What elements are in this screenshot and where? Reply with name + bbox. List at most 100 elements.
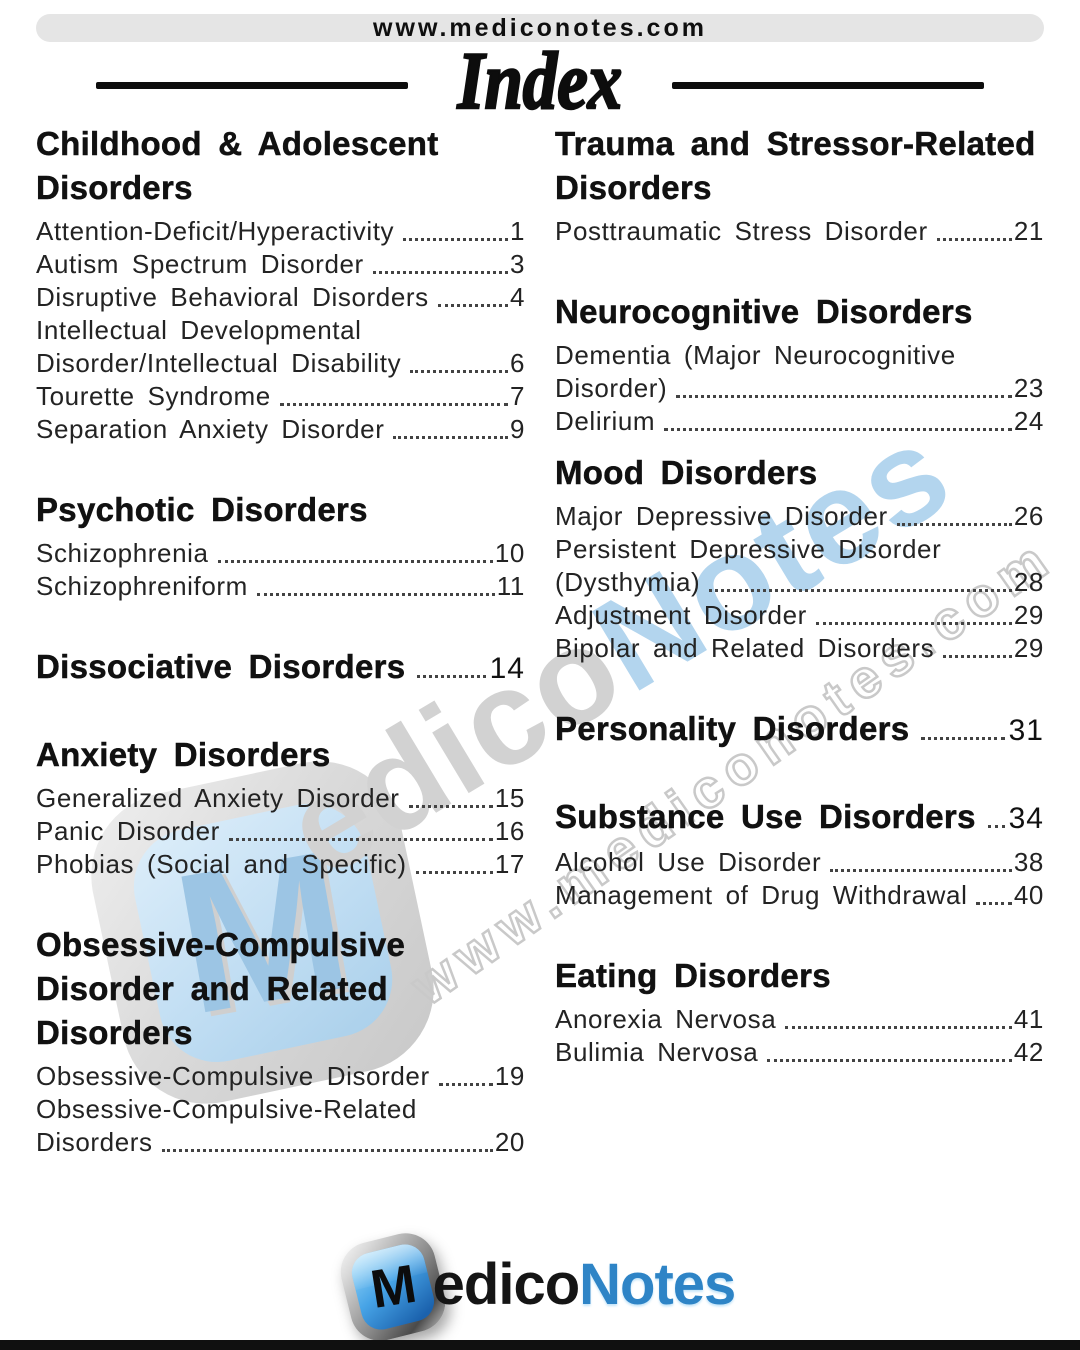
section-title-text: Obsessive-Compulsive Disorder and Relate… bbox=[36, 926, 406, 1052]
index-title-row: Index bbox=[0, 38, 1080, 126]
toc-item[interactable]: Disruptive Behavioral Disorders 4 bbox=[36, 281, 525, 314]
toc-item[interactable]: Major Depressive Disorder 26 bbox=[555, 500, 1044, 533]
toc-item[interactable]: Attention-Deficit/Hyperactivity 1 bbox=[36, 215, 525, 248]
toc-section: Personality Disorders 31 bbox=[555, 707, 1044, 753]
toc-item-label: Adjustment Disorder bbox=[555, 600, 807, 630]
top-website-bar: www.mediconotes.com bbox=[36, 14, 1044, 42]
toc-item-label: Disorder/Intellectual Disability bbox=[36, 348, 402, 378]
toc-page-number: 29 bbox=[1013, 600, 1044, 630]
toc-item[interactable]: Disorders 20 bbox=[36, 1126, 525, 1159]
toc-item[interactable]: Delirium 24 bbox=[555, 405, 1044, 438]
toc-item-label: Attention-Deficit/Hyperactivity bbox=[36, 216, 395, 246]
toc-item[interactable]: Adjustment Disorder 29 bbox=[555, 599, 1044, 632]
toc-page-number: 28 bbox=[1013, 567, 1044, 597]
toc-item[interactable]: Generalized Anxiety Disorder 15 bbox=[36, 782, 525, 815]
section-title-text: Anxiety Disorders bbox=[36, 736, 331, 774]
toc-item: Dementia (Major Neurocognitive bbox=[555, 339, 1044, 372]
leader-dots bbox=[815, 599, 1012, 625]
leader-dots bbox=[936, 215, 1012, 241]
logo-text-notes: Notes bbox=[579, 1251, 736, 1317]
title-rule-right bbox=[671, 81, 984, 89]
toc-page-number: 42 bbox=[1013, 1037, 1044, 1067]
toc-item[interactable]: (Dysthymia) 28 bbox=[555, 566, 1044, 599]
section-page-number: 31 bbox=[1008, 714, 1044, 747]
section-title: Anxiety Disorders bbox=[36, 733, 525, 777]
toc-item: Intellectual Developmental bbox=[36, 314, 525, 347]
toc-item-label: (Dysthymia) bbox=[555, 567, 701, 597]
toc-item[interactable]: Alcohol Use Disorder 38 bbox=[555, 846, 1044, 879]
section-title: Psychotic Disorders bbox=[36, 488, 525, 532]
toc-page-number: 1 bbox=[509, 216, 525, 246]
toc-item[interactable]: Posttraumatic Stress Disorder 21 bbox=[555, 215, 1044, 248]
toc-item-label: Generalized Anxiety Disorder bbox=[36, 783, 400, 813]
toc-item-label: Posttraumatic Stress Disorder bbox=[555, 216, 928, 246]
toc-item-label: Autism Spectrum Disorder bbox=[36, 249, 364, 279]
leader-dots bbox=[438, 1060, 493, 1086]
toc-item[interactable]: Schizophrenia 10 bbox=[36, 537, 525, 570]
section-title[interactable]: Substance Use Disorders 34 bbox=[555, 795, 1044, 841]
toc-item-label: Persistent Depressive Disorder bbox=[555, 534, 942, 564]
toc-page-number: 9 bbox=[509, 414, 525, 444]
toc-section: Childhood & Adolescent Disorders Attentio… bbox=[36, 122, 525, 446]
toc-item-label: Anorexia Nervosa bbox=[555, 1004, 777, 1034]
toc-item[interactable]: Obsessive-Compulsive Disorder 19 bbox=[36, 1060, 525, 1093]
toc-section: Anxiety Disorders Generalized Anxiety Dis… bbox=[36, 733, 525, 881]
toc-item[interactable]: Separation Anxiety Disorder 9 bbox=[36, 413, 525, 446]
toc-page-number: 10 bbox=[494, 538, 525, 568]
toc-item[interactable]: Anorexia Nervosa 41 bbox=[555, 1003, 1044, 1036]
toc-item[interactable]: Phobias (Social and Specific) 17 bbox=[36, 848, 525, 881]
toc-item-label: Schizophreniform bbox=[36, 571, 248, 601]
section-page-number: 34 bbox=[1008, 802, 1044, 835]
toc-item-label: Disorder) bbox=[555, 373, 668, 403]
leader-dots bbox=[709, 566, 1012, 592]
leader-dots bbox=[976, 879, 1012, 905]
section-title-text: Dissociative Disorders bbox=[36, 648, 406, 686]
toc-page-number: 20 bbox=[494, 1127, 525, 1157]
leader-dots bbox=[987, 825, 1005, 828]
toc-section: Mood Disorders Major Depressive Disorder 2… bbox=[555, 451, 1044, 665]
toc-columns: Childhood & Adolescent Disorders Attentio… bbox=[36, 122, 1044, 1159]
section-title[interactable]: Personality Disorders 31 bbox=[555, 707, 1044, 753]
toc-item[interactable]: Tourette Syndrome 7 bbox=[36, 380, 525, 413]
toc-page-number: 6 bbox=[509, 348, 525, 378]
section-title: Childhood & Adolescent Disorders bbox=[36, 122, 525, 210]
toc-item: Obsessive-Compulsive-Related bbox=[36, 1093, 525, 1126]
leader-dots bbox=[437, 281, 508, 307]
leader-dots bbox=[279, 380, 508, 406]
toc-item-label: Separation Anxiety Disorder bbox=[36, 414, 385, 444]
toc-item[interactable]: Panic Disorder 16 bbox=[36, 815, 525, 848]
toc-item-label: Disruptive Behavioral Disorders bbox=[36, 282, 429, 312]
leader-dots bbox=[767, 1036, 1012, 1062]
website-url[interactable]: www.mediconotes.com bbox=[373, 13, 707, 42]
toc-item-label: Panic Disorder bbox=[36, 816, 220, 846]
section-title[interactable]: Dissociative Disorders 14 bbox=[36, 645, 525, 691]
toc-item[interactable]: Disorder) 23 bbox=[555, 372, 1044, 405]
section-title: Trauma and Stressor-Related Disorders bbox=[555, 122, 1044, 210]
toc-page-number: 16 bbox=[494, 816, 525, 846]
toc-item[interactable]: Autism Spectrum Disorder 3 bbox=[36, 248, 525, 281]
toc-page-number: 3 bbox=[509, 249, 525, 279]
section-title: Neurocognitive Disorders bbox=[555, 290, 1044, 334]
toc-item[interactable]: Schizophreniform 11 bbox=[36, 570, 525, 603]
toc-item-label: Bipolar and Related Disorders bbox=[555, 633, 935, 663]
section-title-text: Neurocognitive Disorders bbox=[555, 293, 973, 331]
toc-item[interactable]: Disorder/Intellectual Disability 6 bbox=[36, 347, 525, 380]
section-title: Obsessive-Compulsive Disorder and Relate… bbox=[36, 923, 525, 1055]
toc-item[interactable]: Bulimia Nervosa 42 bbox=[555, 1036, 1044, 1069]
section-title-text: Psychotic Disorders bbox=[36, 491, 368, 529]
section-title-text: Personality Disorders bbox=[555, 710, 910, 748]
toc-page-number: 7 bbox=[509, 381, 525, 411]
toc-section: Obsessive-Compulsive Disorder and Relate… bbox=[36, 923, 525, 1159]
section-title-text: Mood Disorders bbox=[555, 454, 818, 492]
section-title: Mood Disorders bbox=[555, 451, 1044, 495]
toc-page-number: 17 bbox=[494, 849, 525, 879]
toc-page-number: 23 bbox=[1013, 373, 1044, 403]
toc-item[interactable]: Management of Drug Withdrawal 40 bbox=[555, 879, 1044, 912]
toc-item: Persistent Depressive Disorder bbox=[555, 533, 1044, 566]
leader-dots bbox=[410, 347, 508, 373]
toc-item-label: Obsessive-Compulsive Disorder bbox=[36, 1061, 430, 1091]
toc-item-label: Delirium bbox=[555, 406, 656, 436]
page-title: Index bbox=[457, 35, 624, 126]
leader-dots bbox=[415, 848, 493, 874]
toc-item[interactable]: Bipolar and Related Disorders 29 bbox=[555, 632, 1044, 665]
